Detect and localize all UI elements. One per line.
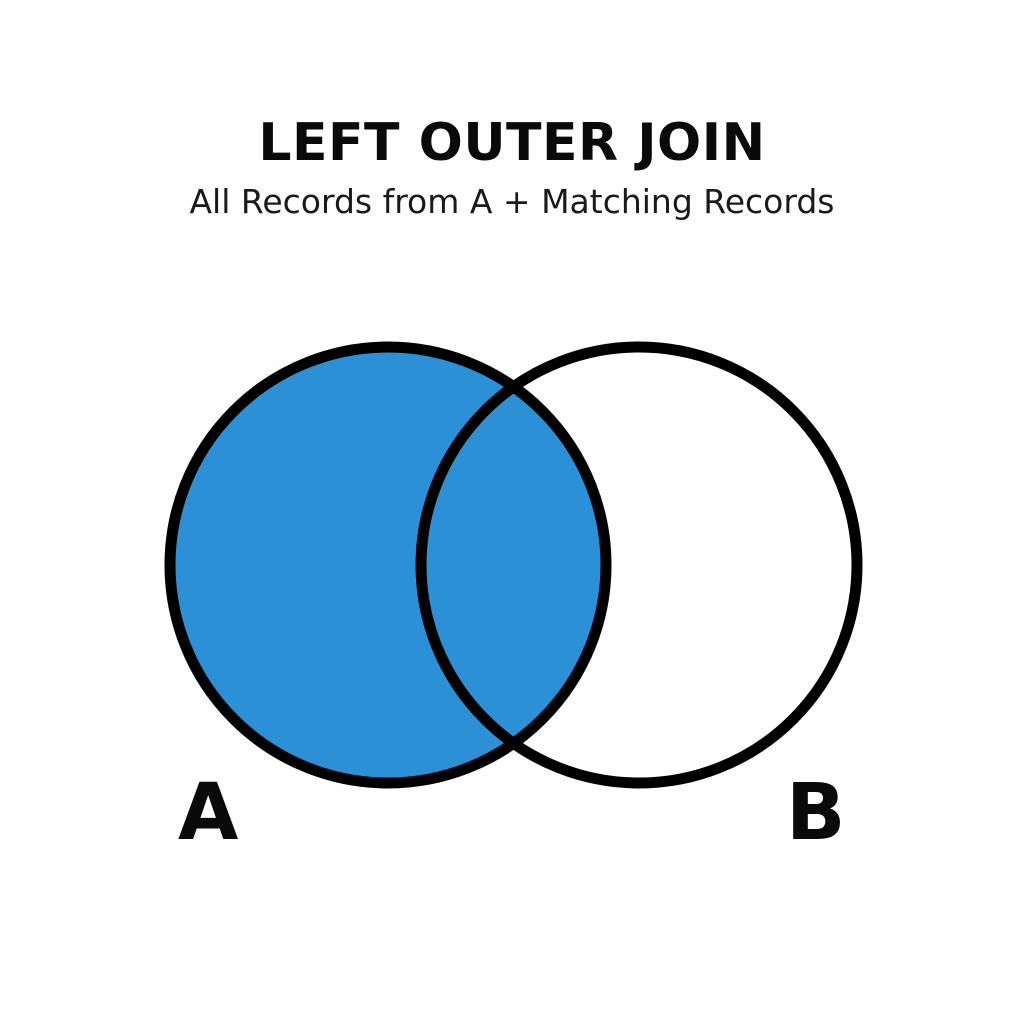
intersection-region	[421, 347, 606, 783]
set-a-label: A	[178, 768, 239, 858]
diagram-subtitle: All Records from A + Matching Records	[189, 182, 835, 221]
diagram-title: LEFT OUTER JOIN	[258, 113, 766, 173]
set-a-outline	[164, 341, 612, 789]
set-b-label: B	[786, 768, 846, 858]
set-b-outline	[415, 341, 863, 789]
